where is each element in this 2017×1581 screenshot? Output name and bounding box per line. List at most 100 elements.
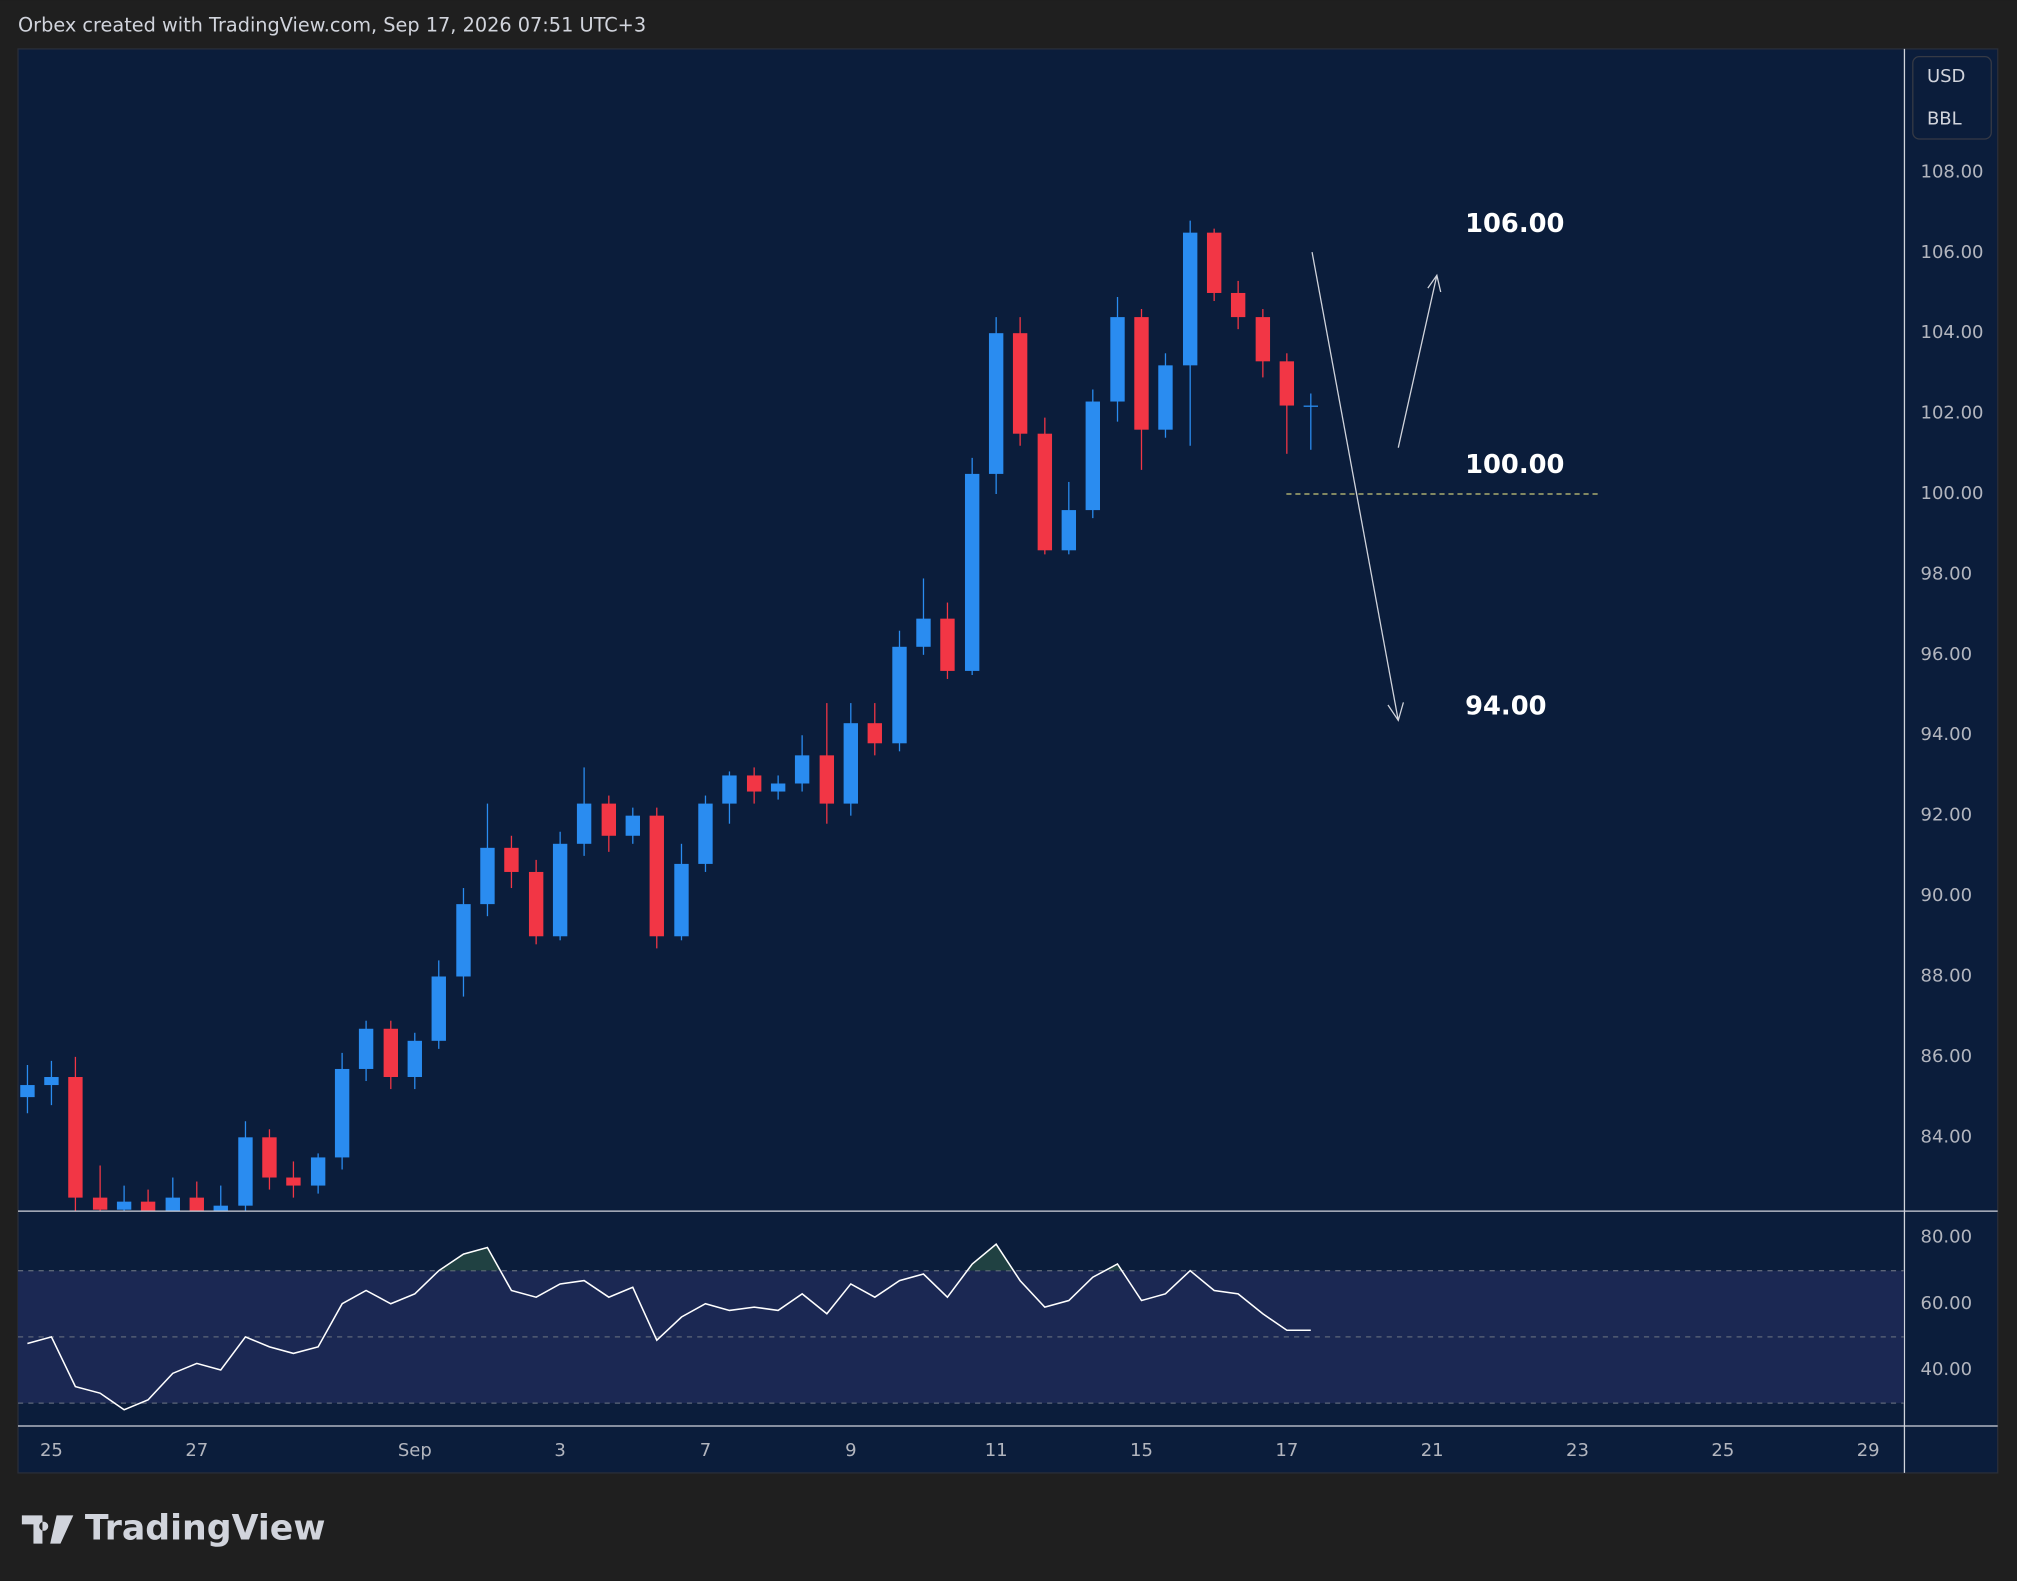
candle-body <box>964 473 980 671</box>
x-tick-label: 15 <box>1130 1440 1153 1461</box>
candle-body <box>576 803 592 844</box>
arrow-head <box>1427 273 1442 293</box>
candle-body <box>1182 232 1198 366</box>
y-tick-label: 90.00 <box>1921 885 1973 906</box>
candle-body <box>819 755 835 804</box>
candle-body <box>238 1137 253 1206</box>
rsi-band <box>18 1270 1904 1404</box>
y-tick-label: 88.00 <box>1921 965 1973 986</box>
candle-body <box>1206 232 1222 293</box>
x-tick-label: 3 <box>554 1440 565 1461</box>
candle-body <box>189 1197 204 1211</box>
chart-panel <box>17 48 1999 1474</box>
x-tick-label: 9 <box>845 1440 856 1461</box>
candle-body <box>916 618 931 647</box>
level-label: 106.00 <box>1465 209 1564 239</box>
candle-body <box>286 1177 301 1186</box>
candle-body <box>1134 317 1149 430</box>
candle-body <box>988 333 1004 474</box>
candle-body <box>892 646 907 744</box>
candle-body <box>456 904 471 977</box>
candle-body <box>1085 401 1100 511</box>
rsi <box>27 1243 1311 1411</box>
candle-body <box>68 1077 83 1198</box>
currency: USD <box>1927 66 1965 87</box>
candle-body <box>1012 333 1028 434</box>
candle-body <box>1230 292 1246 318</box>
candle-body <box>843 723 859 804</box>
x-tick-label: 27 <box>185 1440 208 1461</box>
candle-body <box>504 847 519 872</box>
x-tick-label: 25 <box>1711 1440 1734 1461</box>
y-tick-label: 108.00 <box>1921 161 1984 182</box>
candle-body <box>1279 361 1295 406</box>
candle-body <box>940 618 955 671</box>
candle-body <box>92 1197 108 1210</box>
x-tick-label: 23 <box>1566 1440 1589 1461</box>
level-label: 94.00 <box>1465 691 1546 721</box>
currency-badge <box>1912 55 1992 140</box>
y-tick-label: 104.00 <box>1921 322 1984 343</box>
overbought-fill <box>27 1244 1311 1271</box>
arrows <box>1311 252 1442 722</box>
candle-body <box>334 1068 350 1158</box>
candle-body <box>431 976 446 1041</box>
y-tick-label: 92.00 <box>1921 805 1973 826</box>
y-tick-label: 96.00 <box>1921 644 1973 665</box>
level-label: 100.00 <box>1465 450 1564 480</box>
unit: BBL <box>1927 109 1962 130</box>
x-tick-label: 21 <box>1421 1440 1444 1461</box>
candle-body <box>1061 510 1077 551</box>
x-tick-label: Sep <box>398 1440 432 1461</box>
candle-body <box>262 1137 277 1178</box>
candle-body <box>383 1028 399 1078</box>
candle-body <box>1037 433 1053 551</box>
rsi-line <box>27 1243 1311 1411</box>
candle-body <box>213 1205 228 1211</box>
y-tick-label: 60.00 <box>1921 1293 1973 1314</box>
y-tick-label: 86.00 <box>1921 1046 1973 1067</box>
header: Orbex created with TradingView.com, Sep … <box>18 13 646 36</box>
x-tick-label: 17 <box>1275 1440 1298 1461</box>
logo-mark <box>21 1515 74 1544</box>
candle-body <box>649 815 664 937</box>
candle-body <box>552 843 568 937</box>
y-tick-label: 84.00 <box>1921 1126 1973 1147</box>
x-tick-label: 11 <box>985 1440 1008 1461</box>
candle-body <box>794 755 810 784</box>
logo: TradingView <box>21 1509 326 1549</box>
candle-body <box>1303 405 1319 407</box>
y-tick-label: 40.00 <box>1921 1359 1973 1380</box>
candle-body <box>358 1028 374 1069</box>
candle-body <box>44 1077 59 1086</box>
candle-body <box>770 783 786 792</box>
candle-body <box>310 1157 326 1186</box>
logo-text: TradingView <box>85 1509 326 1549</box>
candle-body <box>601 803 617 836</box>
candle-body <box>746 775 762 792</box>
candle-body <box>480 847 495 905</box>
candle-body <box>1158 365 1173 430</box>
y-tick-label: 100.00 <box>1921 483 1984 504</box>
arrow-head <box>1387 702 1405 722</box>
candle-body <box>528 871 544 937</box>
candle-body <box>1255 317 1271 362</box>
candles <box>20 220 1319 1211</box>
candle-body <box>867 723 882 744</box>
candle-body <box>116 1201 132 1210</box>
candle-body <box>674 863 689 937</box>
y-tick-label: 80.00 <box>1921 1227 1973 1248</box>
x-tick-label: 29 <box>1857 1440 1880 1461</box>
arrow-down <box>1311 252 1399 721</box>
y-tick-label: 98.00 <box>1921 563 1973 584</box>
candle-body <box>625 815 640 836</box>
y-tick-label: 102.00 <box>1921 403 1984 424</box>
candle-body <box>1110 317 1125 402</box>
candle-body <box>140 1201 156 1211</box>
candle-body <box>165 1197 180 1211</box>
candle-body <box>698 803 713 864</box>
candle-body <box>20 1085 35 1098</box>
candle-body <box>407 1040 422 1078</box>
